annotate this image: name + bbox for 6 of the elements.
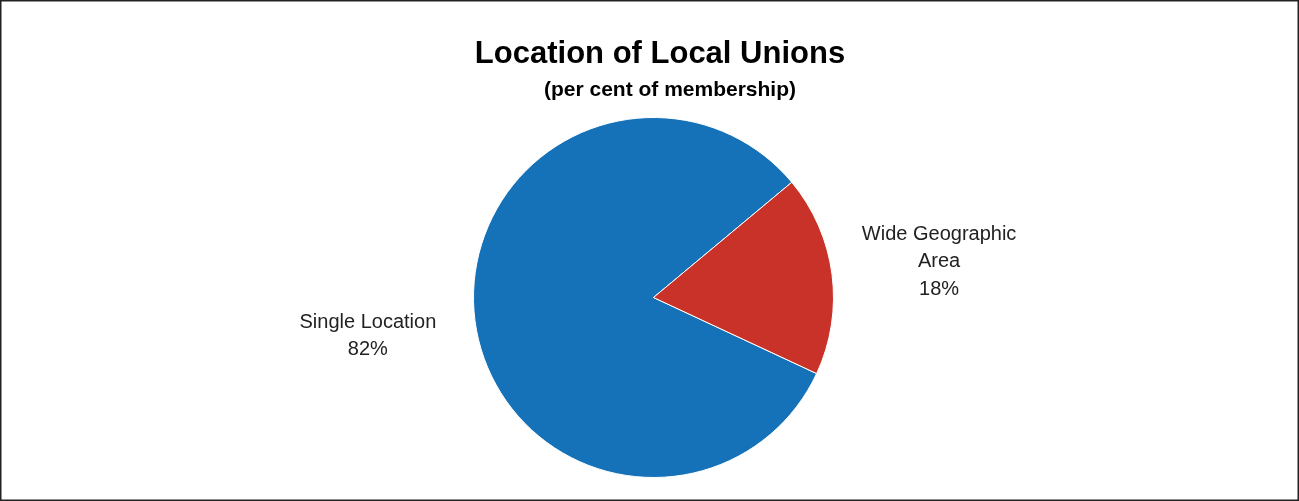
data-label: 18% [919, 276, 960, 299]
data-label: 82% [347, 337, 389, 360]
chart-subtitle: (per cent of membership) [543, 77, 797, 100]
slice-label: Single Location [299, 309, 437, 332]
slice-label: Wide Geographic Area [861, 221, 1017, 272]
chart-title: Location of Local Unions [474, 35, 846, 70]
